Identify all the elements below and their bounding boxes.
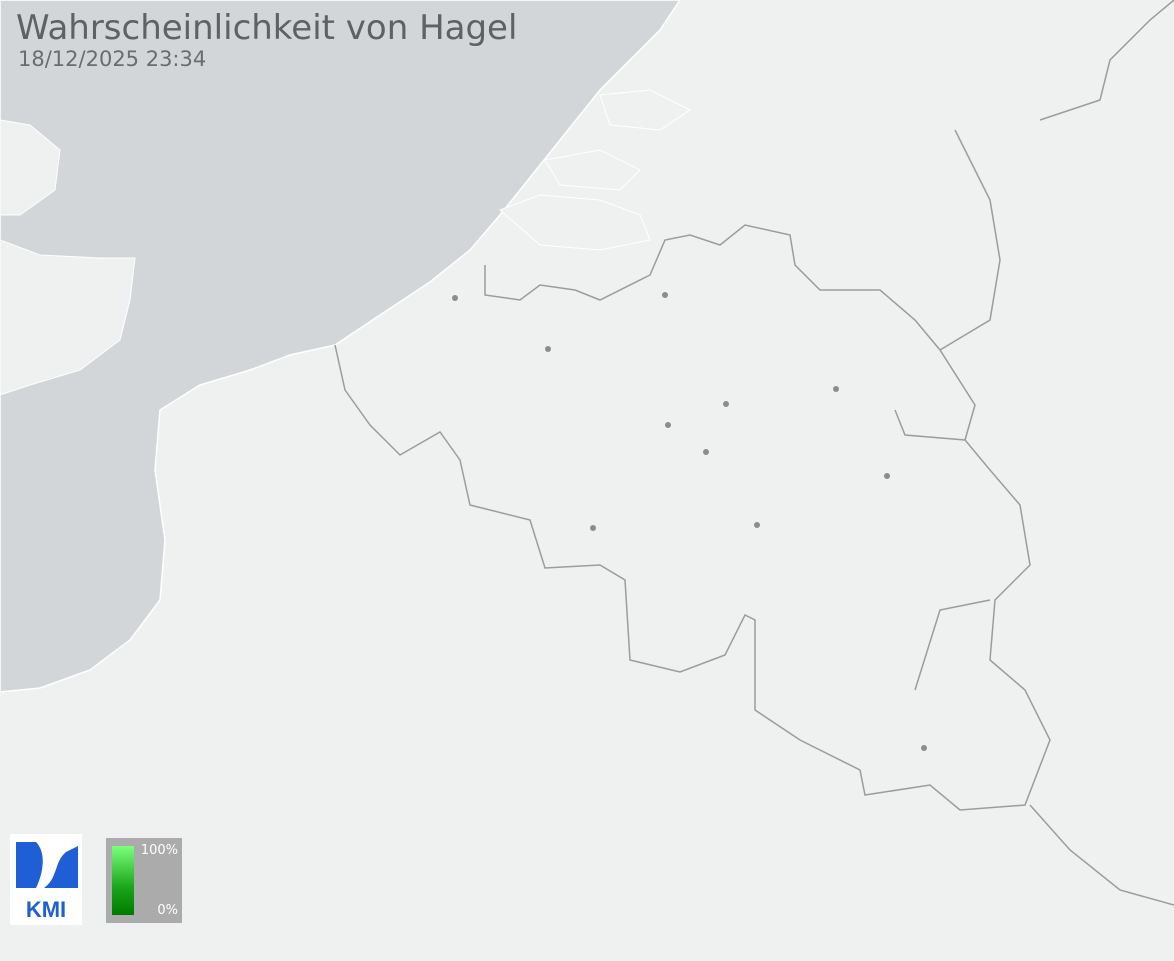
france-germany-border xyxy=(1029,804,1174,906)
legend-gradient-bar xyxy=(112,846,134,915)
city-marker xyxy=(703,449,709,455)
city-marker xyxy=(662,292,668,298)
city-marker xyxy=(723,401,729,407)
probability-legend: 100% 0% xyxy=(106,838,182,923)
city-marker xyxy=(833,386,839,392)
belgium-border xyxy=(334,224,1051,811)
northern-border xyxy=(1039,0,1174,121)
page-title: Wahrscheinlichkeit von Hagel xyxy=(16,8,518,48)
luxembourg-border xyxy=(914,599,991,691)
city-marker xyxy=(452,295,458,301)
city-marker xyxy=(545,346,551,352)
zeeland-islands xyxy=(499,89,691,251)
kmi-logo: KMI xyxy=(10,834,82,925)
cities xyxy=(452,292,927,751)
city-marker xyxy=(590,525,596,531)
city-marker xyxy=(665,422,671,428)
netherlands-germany-border xyxy=(939,129,1001,351)
kmi-logo-icon xyxy=(16,842,78,888)
uk-land xyxy=(0,119,136,396)
legend-min-label: 0% xyxy=(157,903,178,918)
legend-max-label: 100% xyxy=(140,843,178,858)
sea xyxy=(0,0,681,693)
city-marker xyxy=(754,522,760,528)
logo-text: KMI xyxy=(25,897,67,922)
germany-border xyxy=(894,409,966,441)
timestamp: 18/12/2025 23:34 xyxy=(18,47,207,71)
city-marker xyxy=(884,473,890,479)
borders xyxy=(334,0,1174,906)
city-marker xyxy=(921,745,927,751)
